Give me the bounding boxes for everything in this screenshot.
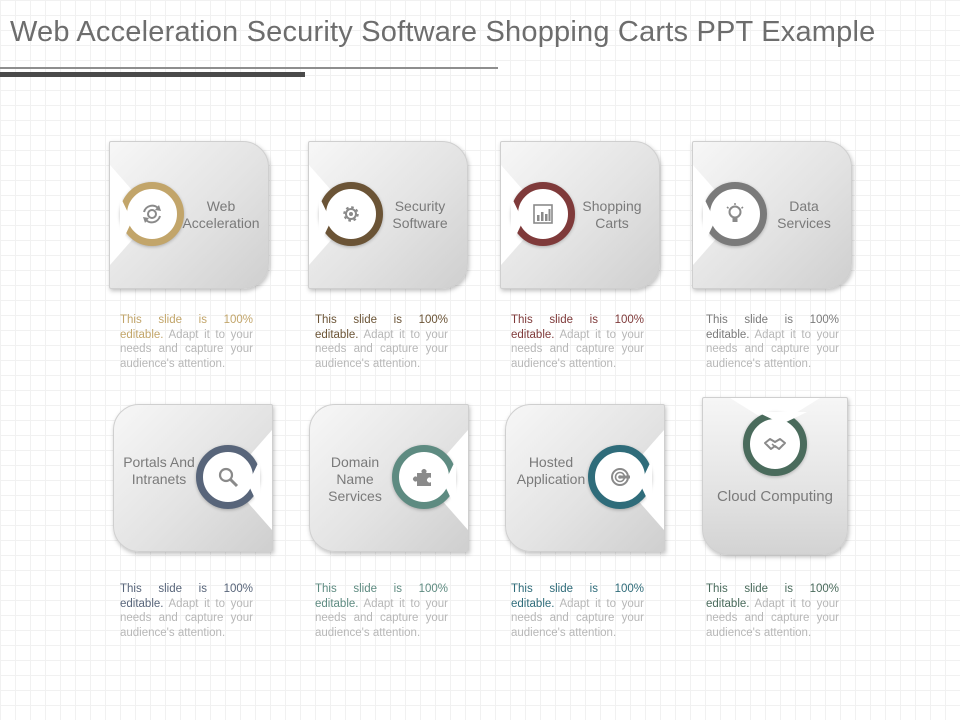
card-web-acceleration: Web Acceleration <box>109 141 269 289</box>
icon-ring <box>511 182 575 246</box>
card-hosted-application: Hosted Application <box>505 404 665 552</box>
description-text: This slide is 100% editable. Adapt it to… <box>706 583 839 639</box>
card-label: Hosted Application <box>516 454 586 487</box>
magnifier-icon <box>215 464 241 490</box>
card-cloud-computing: Cloud Computing <box>702 397 848 555</box>
icon-ring <box>392 445 456 509</box>
card-label: Portals And Intranets <box>123 454 195 487</box>
description-text: This slide is 100% editable. Adapt it to… <box>315 583 448 639</box>
card-portals-and-intranets: Portals And Intranets <box>113 404 273 552</box>
card-data-services: Data Services <box>692 141 852 289</box>
card-label: Web Acceleration <box>182 198 260 231</box>
refresh-gear-icon <box>139 201 165 227</box>
card-label: Data Services <box>777 198 831 231</box>
description-text: This slide is 100% editable. Adapt it to… <box>315 314 448 370</box>
description-text: This slide is 100% editable. Adapt it to… <box>120 314 253 370</box>
icon-ring <box>743 412 807 476</box>
description-text: This slide is 100% editable. Adapt it to… <box>511 583 644 639</box>
icon-ring <box>319 182 383 246</box>
icon-ring <box>120 182 184 246</box>
card-label: Security Software <box>392 198 448 231</box>
bar-chart-icon <box>530 201 556 227</box>
title-underline-thick <box>0 72 305 77</box>
card-label: Shopping Carts <box>582 198 642 231</box>
description-text: This slide is 100% editable. Adapt it to… <box>706 314 839 370</box>
lightbulb-icon <box>722 201 748 227</box>
title-underline-thin <box>0 67 498 69</box>
target-icon <box>607 464 633 490</box>
icon-ring <box>588 445 652 509</box>
description-text: This slide is 100% editable. Adapt it to… <box>120 583 253 639</box>
card-security-software: Security Software <box>308 141 468 289</box>
icon-ring <box>703 182 767 246</box>
description-text: This slide is 100% editable. Adapt it to… <box>511 314 644 370</box>
card-domain-name-services: Domain Name Services <box>309 404 469 552</box>
page-title: Web Acceleration Security Software Shopp… <box>10 16 876 48</box>
puzzle-icon <box>411 464 437 490</box>
card-shopping-carts: Shopping Carts <box>500 141 660 289</box>
card-label: Cloud Computing <box>717 488 833 505</box>
handshake-icon <box>762 431 788 457</box>
icon-ring <box>196 445 260 509</box>
card-label: Domain Name Services <box>328 454 382 504</box>
gear-icon <box>338 201 364 227</box>
